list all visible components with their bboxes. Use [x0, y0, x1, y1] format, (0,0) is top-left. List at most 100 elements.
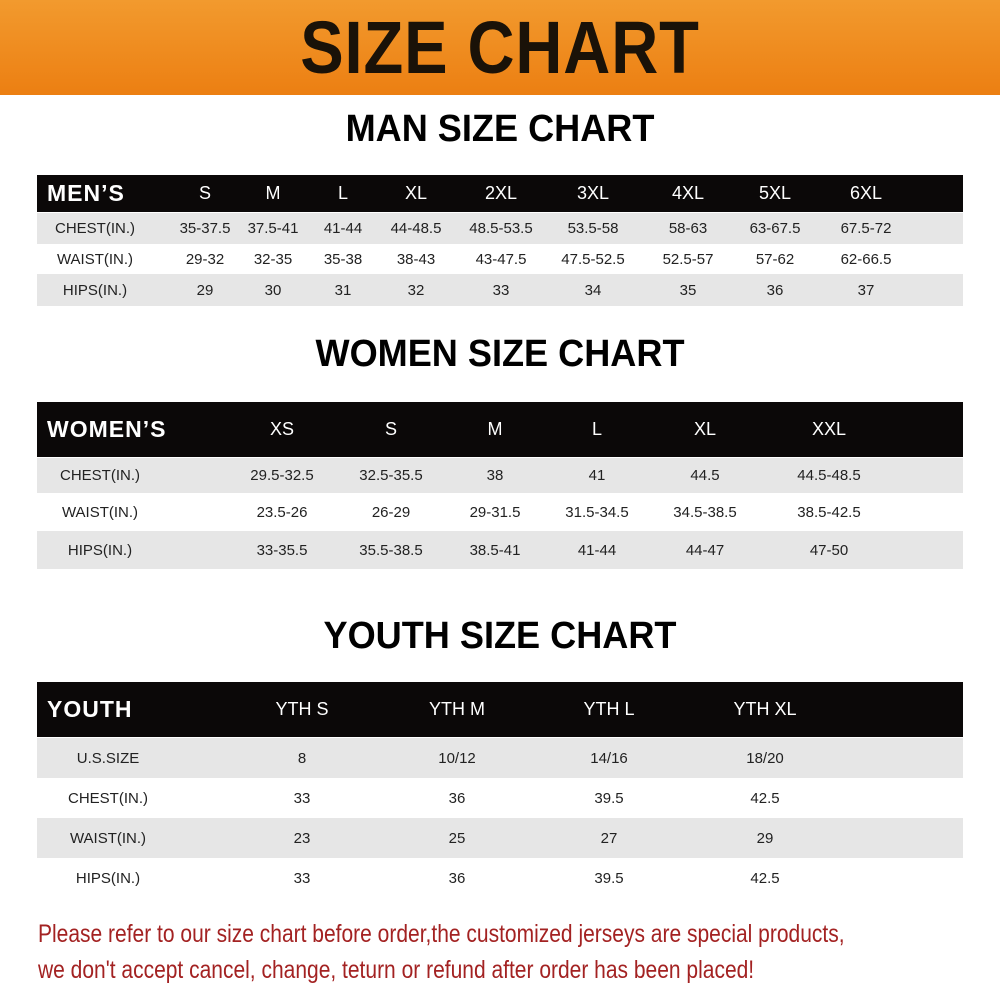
banner-title: SIZE CHART: [300, 6, 700, 89]
measurement-cell: 35: [679, 281, 697, 299]
measurement-cell: 29: [756, 829, 774, 847]
table-category-label: WOMEN’S: [47, 416, 167, 442]
measurement-cell: 53.5-58: [567, 220, 619, 237]
size-header: S: [198, 183, 212, 203]
footer-note-line1: Please refer to our size chart before or…: [38, 920, 845, 948]
measurement-cell: 44.5: [690, 467, 720, 484]
measurement-cell: 37: [857, 281, 875, 299]
table-row: CHEST(IN.) 33 36 39.5 42.5: [37, 778, 963, 818]
measurement-cell: 47.5-52.5: [561, 250, 625, 268]
measurement-cell: 29-31.5: [469, 503, 521, 521]
measurement-cell: 62-66.5: [840, 250, 892, 268]
row-label: CHEST(IN.): [68, 789, 148, 807]
footer-note-line2: we don't accept cancel, change, teturn o…: [38, 956, 755, 984]
youth-title: YOUTH SIZE CHART: [323, 615, 677, 657]
row-label: HIPS(IN.): [75, 869, 141, 887]
measurement-cell: 33: [492, 281, 510, 299]
measurement-cell: 57-62: [755, 250, 795, 268]
size-header: YTH M: [429, 699, 485, 719]
measurement-cell: 27: [600, 829, 618, 847]
size-header: 4XL: [671, 183, 705, 203]
table-row: WAIST(IN.) 23 25 27 29: [37, 818, 963, 858]
measurement-cell: 29: [196, 281, 214, 299]
table-row: HIPS(IN.) 33-35.5 35.5-38.5 38.5-41 41-44 44-…: [37, 531, 963, 569]
size-header: XXL: [811, 419, 847, 439]
measurement-cell: 39.5: [594, 789, 624, 807]
size-header: XS: [269, 419, 295, 439]
measurement-cell: 47-50: [809, 541, 849, 559]
measurement-cell: 44-48.5: [390, 220, 442, 237]
measurement-cell: 18/20: [746, 749, 784, 767]
row-label: WAIST(IN.): [69, 829, 147, 847]
measurement-cell: 31.5-34.5: [565, 503, 629, 521]
measurement-cell: 36: [448, 789, 466, 807]
table-row: HIPS(IN.) 29 30 31 32 33 34 35 36 37: [37, 274, 963, 306]
row-label: U.S.SIZE: [76, 749, 140, 767]
measurement-cell: 38.5-41: [469, 541, 521, 559]
measurement-cell: 38-43: [396, 250, 436, 268]
measurement-cell: 29-32: [185, 250, 225, 268]
men-title: MAN SIZE CHART: [345, 108, 655, 150]
size-header: 5XL: [758, 183, 792, 203]
size-header: XL: [693, 419, 717, 439]
measurement-cell: 35.5-38.5: [359, 541, 423, 559]
measurement-cell: 67.5-72: [840, 220, 892, 237]
table-row: WAIST(IN.) 23.5-26 26-29 29-31.5 31.5-34.5 34…: [37, 493, 963, 531]
measurement-cell: 14/16: [590, 749, 628, 767]
row-label: HIPS(IN.): [62, 281, 128, 299]
table-category-label: MEN’S: [47, 180, 125, 206]
size-header: YTH S: [275, 699, 329, 719]
row-label: HIPS(IN.): [67, 541, 133, 559]
measurement-cell: 44.5-48.5: [797, 467, 861, 484]
size-header: XL: [404, 183, 428, 203]
measurement-cell: 43-47.5: [475, 250, 527, 268]
measurement-cell: 31: [334, 281, 352, 299]
measurement-cell: 41: [588, 467, 606, 484]
size-header: M: [487, 419, 503, 439]
measurement-cell: 34: [584, 281, 602, 299]
row-label: WAIST(IN.): [56, 250, 134, 268]
row-label: CHEST(IN.): [60, 467, 140, 484]
row-label: CHEST(IN.): [55, 220, 135, 237]
measurement-cell: 10/12: [438, 749, 476, 767]
measurement-cell: 26-29: [371, 503, 411, 521]
measurement-cell: 41-44: [323, 220, 363, 237]
measurement-cell: 25: [448, 829, 466, 847]
measurement-cell: 32-35: [253, 250, 293, 268]
measurement-cell: 33: [293, 789, 311, 807]
banner: SIZE CHART: [0, 0, 1000, 95]
size-header: YTH L: [583, 699, 635, 719]
women-title: WOMEN SIZE CHART: [315, 333, 685, 375]
measurement-cell: 34.5-38.5: [673, 503, 737, 521]
measurement-cell: 32.5-35.5: [359, 467, 423, 484]
size-header: L: [337, 183, 349, 203]
table-row: CHEST(IN.) 29.5-32.5 32.5-35.5 38 41 44.5 44.5…: [37, 458, 963, 493]
size-header: M: [265, 183, 281, 203]
measurement-cell: 38.5-42.5: [797, 503, 861, 521]
size-header: 2XL: [484, 183, 518, 203]
measurement-cell: 38: [486, 467, 504, 484]
measurement-cell: 37.5-41: [247, 220, 299, 237]
size-header: S: [384, 419, 398, 439]
measurement-cell: 41-44: [577, 541, 617, 559]
measurement-cell: 23: [293, 829, 311, 847]
measurement-cell: 39.5: [594, 869, 624, 887]
table-category-label: YOUTH: [47, 696, 133, 722]
measurement-cell: 8: [297, 749, 307, 767]
measurement-cell: 42.5: [750, 789, 780, 807]
measurement-cell: 36: [448, 869, 466, 887]
measurement-cell: 32: [407, 281, 425, 299]
size-header: 3XL: [576, 183, 610, 203]
measurement-cell: 48.5-53.5: [469, 220, 533, 237]
measurement-cell: 63-67.5: [749, 220, 801, 237]
size-header: YTH XL: [733, 699, 797, 719]
measurement-cell: 52.5-57: [662, 250, 714, 268]
table-row: U.S.SIZE 8 10/12 14/16 18/20: [37, 738, 963, 778]
measurement-cell: 23.5-26: [256, 503, 308, 521]
header-row: MEN’S S M L XL 2XL 3XL 4XL 5XL 6XL: [37, 175, 963, 212]
measurement-cell: 33-35.5: [256, 541, 308, 559]
measurement-cell: 36: [766, 281, 784, 299]
measurement-cell: 29.5-32.5: [250, 467, 314, 484]
table-row: HIPS(IN.) 33 36 39.5 42.5: [37, 858, 963, 898]
size-header: 6XL: [849, 183, 883, 203]
